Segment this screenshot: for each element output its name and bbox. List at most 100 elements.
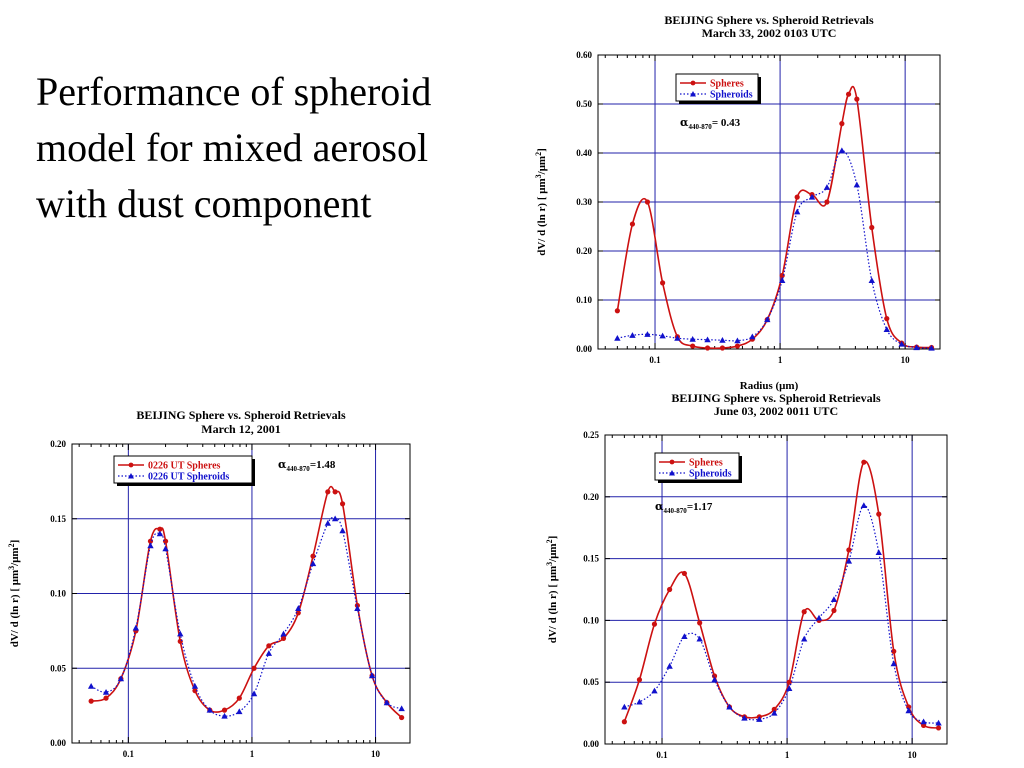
alpha-symbol: α bbox=[680, 116, 689, 129]
x-tick-label: 10 bbox=[908, 750, 918, 760]
data-point-spheres bbox=[644, 199, 651, 205]
data-point-spheroids bbox=[280, 630, 287, 637]
data-point-spheroids bbox=[191, 682, 199, 689]
legend-marker bbox=[690, 80, 696, 86]
data-point-spheres bbox=[310, 553, 316, 559]
chart-title-line: March 12, 2001 bbox=[201, 422, 280, 436]
data-point-spheres bbox=[266, 643, 272, 649]
data-point-spheroids bbox=[786, 685, 793, 691]
y-tick-label: 0.05 bbox=[50, 663, 66, 673]
slide-title-line: model for mixed aerosol bbox=[36, 125, 429, 170]
x-tick-label: 10 bbox=[901, 355, 911, 365]
data-point-spheres bbox=[734, 343, 741, 349]
data-point-spheroids bbox=[236, 708, 243, 715]
data-point-spheroids bbox=[309, 560, 317, 567]
data-point-spheres bbox=[332, 489, 338, 495]
data-point-spheres bbox=[88, 698, 94, 704]
y-tick-label: 0.20 bbox=[50, 439, 66, 449]
x-tick-label: 1 bbox=[778, 355, 783, 365]
data-point-spheroids bbox=[853, 181, 861, 188]
data-point-spheres bbox=[636, 677, 643, 683]
y-tick-label: 0.10 bbox=[576, 295, 592, 305]
data-point-spheres bbox=[681, 570, 688, 577]
alpha-subscript: 440-870 bbox=[663, 507, 687, 515]
data-point-spheres bbox=[876, 511, 882, 517]
data-point-spheroids bbox=[295, 605, 302, 612]
data-point-spheres bbox=[711, 673, 718, 679]
data-point-spheroids bbox=[621, 703, 628, 710]
data-point-spheroids bbox=[674, 335, 681, 341]
data-point-spheroids bbox=[756, 716, 763, 722]
data-point-spheroids bbox=[681, 633, 688, 640]
data-point-spheroids bbox=[734, 337, 741, 344]
y-tick-label: 0.20 bbox=[583, 492, 599, 502]
data-point-spheroids bbox=[156, 530, 164, 537]
y-axis-label-superscript: 3 bbox=[545, 562, 554, 566]
data-point-spheres bbox=[667, 586, 673, 593]
data-point-spheroids bbox=[383, 699, 391, 706]
chart-march-12-2001: BEIJING Sphere vs. Spheroid RetrievalsMa… bbox=[7, 408, 411, 759]
legend-marker bbox=[128, 473, 134, 479]
chart-title-line: June 03, 2002 0011 UTC bbox=[714, 404, 838, 418]
data-point-spheres bbox=[771, 706, 777, 712]
data-point-spheres bbox=[614, 308, 620, 314]
x-tick-label: 10 bbox=[371, 749, 381, 759]
data-point-spheres bbox=[177, 638, 183, 644]
legend-marker bbox=[690, 91, 696, 97]
data-point-spheroids bbox=[696, 635, 703, 642]
y-axis-label-part: dV/ d (ln r) [ μm bbox=[536, 178, 548, 255]
alpha-value: =1.17 bbox=[687, 501, 713, 513]
data-point-spheres bbox=[824, 199, 830, 205]
y-axis-label-superscript: 2 bbox=[545, 539, 554, 543]
data-point-spheres bbox=[339, 501, 346, 507]
data-point-spheroids bbox=[117, 675, 125, 682]
x-tick-label: 0.1 bbox=[123, 749, 135, 759]
alpha-value: =1.48 bbox=[310, 459, 336, 471]
data-point-spheroids bbox=[651, 687, 658, 694]
y-axis-label-part: /μm bbox=[9, 547, 21, 566]
data-point-spheres bbox=[846, 547, 852, 553]
y-axis-label: dV/ d (ln r) [ μm3/μm2] bbox=[7, 540, 22, 648]
y-axis-label-part: /μm bbox=[547, 543, 559, 562]
y-tick-label: 0.00 bbox=[50, 738, 66, 748]
data-point-spheroids bbox=[800, 635, 808, 642]
legend-marker bbox=[128, 462, 134, 468]
y-axis-label-superscript: 3 bbox=[7, 566, 16, 570]
data-point-spheroids bbox=[614, 335, 621, 341]
y-tick-label: 0.00 bbox=[583, 739, 599, 749]
legend-label: Spheroids bbox=[710, 90, 753, 101]
data-point-spheres bbox=[854, 96, 860, 102]
data-point-spheroids bbox=[823, 184, 831, 190]
data-point-spheroids bbox=[132, 624, 140, 631]
legend-box bbox=[113, 455, 253, 484]
y-axis-label-part: dV/ d (ln r) [ μm bbox=[9, 570, 21, 647]
y-tick-label: 0.10 bbox=[583, 615, 599, 625]
data-point-spheroids bbox=[920, 718, 927, 725]
y-tick-label: 0.25 bbox=[583, 430, 599, 440]
data-point-spheres bbox=[884, 316, 890, 322]
y-axis-label-superscript: 2 bbox=[7, 543, 16, 547]
legend-box bbox=[675, 73, 759, 102]
data-point-spheres bbox=[690, 343, 696, 349]
data-point-spheroids bbox=[719, 336, 726, 343]
alpha-value: = 0.43 bbox=[712, 117, 741, 129]
series-line-spheres bbox=[90, 485, 403, 719]
data-point-spheres bbox=[621, 719, 627, 725]
y-tick-label: 0.30 bbox=[576, 197, 592, 207]
data-point-spheres bbox=[935, 725, 942, 731]
data-point-spheres bbox=[839, 121, 845, 127]
data-point-spheroids bbox=[860, 502, 868, 509]
data-point-spheres bbox=[103, 695, 109, 701]
data-point-spheroids bbox=[935, 719, 942, 726]
series-line-spheroids bbox=[90, 517, 402, 717]
data-point-spheroids bbox=[177, 630, 184, 637]
data-point-spheroids bbox=[749, 333, 756, 340]
slide-title: Performance of spheroid model for mixed … bbox=[36, 64, 506, 232]
data-point-spheres bbox=[651, 621, 658, 627]
data-point-spheroids bbox=[815, 614, 823, 621]
slide-title-line: with dust component bbox=[36, 181, 372, 226]
series-line-spheroids bbox=[617, 149, 932, 349]
data-point-spheroids bbox=[905, 707, 912, 714]
data-point-spheroids bbox=[265, 650, 273, 656]
data-point-spheres bbox=[157, 526, 163, 532]
